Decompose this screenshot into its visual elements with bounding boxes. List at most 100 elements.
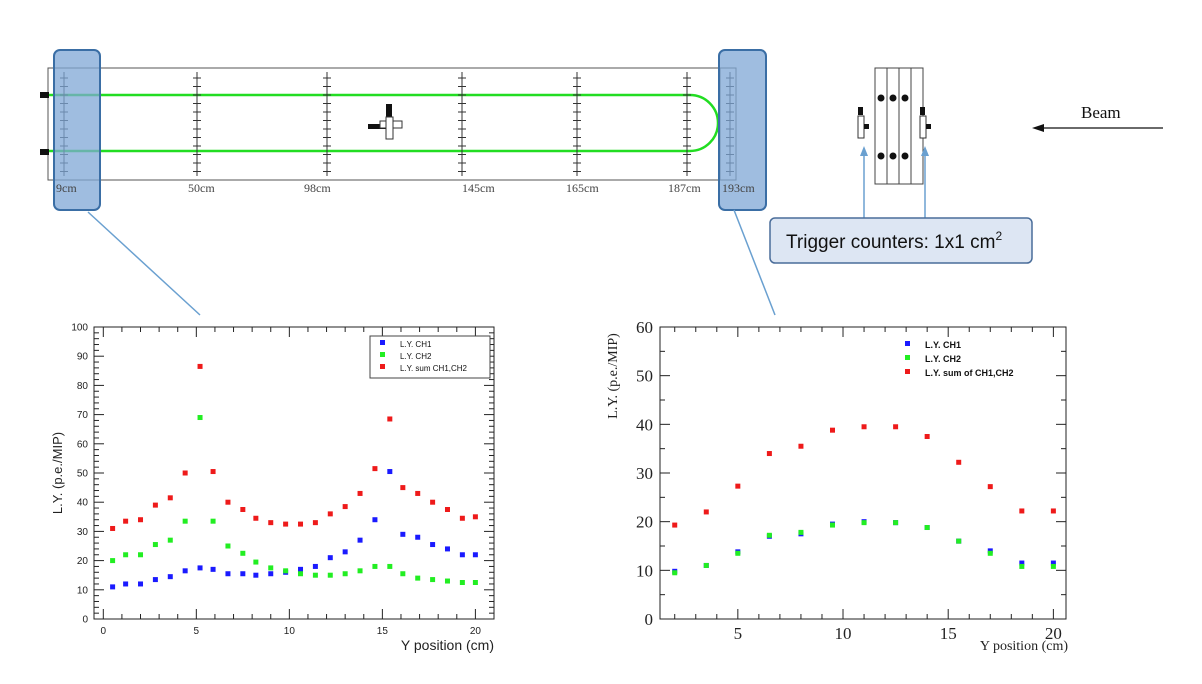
data-point [387, 563, 393, 569]
x-tick-label: 5 [734, 624, 743, 643]
legend-marker [380, 364, 385, 369]
data-point [459, 515, 465, 521]
y-tick-label: 50 [77, 469, 89, 480]
legend-label: L.Y. CH1 [400, 340, 432, 349]
data-point [924, 434, 930, 439]
y-tick-label: 20 [77, 556, 89, 567]
data-point [110, 558, 116, 564]
data-point [357, 537, 363, 543]
beam-arrow [1032, 124, 1163, 132]
y-tick-label: 60 [77, 439, 89, 450]
y-tick-label: 20 [636, 513, 653, 532]
data-point [110, 525, 116, 531]
data-point [472, 514, 478, 520]
trigger-counter-assembly [857, 67, 931, 185]
highlight-left-end [53, 49, 101, 211]
data-point [798, 529, 804, 535]
x-tick-label: 15 [377, 626, 389, 637]
y-tick-label: 100 [71, 323, 88, 334]
data-point [312, 563, 318, 569]
data-point [798, 443, 804, 449]
data-point [167, 495, 173, 501]
position-label: 9cm [56, 181, 77, 195]
data-point [152, 542, 158, 548]
y-tick-label: 10 [77, 585, 89, 596]
scan-position-ticks [683, 72, 691, 176]
y-tick-label: 70 [77, 410, 89, 421]
highlight-right-end [718, 49, 767, 211]
y-tick-label: 0 [82, 615, 88, 626]
y-axis-label-left: L.Y. (p.e./MIP) [50, 432, 65, 514]
readout-connector-bottom [40, 149, 49, 155]
data-point [472, 580, 478, 585]
data-point [829, 427, 835, 433]
position-label: 145cm [462, 181, 495, 195]
position-label: 165cm [566, 181, 599, 195]
data-point [152, 502, 158, 508]
data-point [225, 499, 231, 505]
data-point [197, 363, 203, 369]
beam-label: Beam [1081, 103, 1121, 122]
data-point [415, 490, 421, 496]
data-point [138, 581, 144, 587]
data-point [327, 555, 333, 561]
position-label: 98cm [304, 181, 331, 195]
data-point [327, 572, 333, 578]
data-point [283, 568, 289, 574]
data-point [240, 507, 246, 512]
data-point [283, 521, 289, 527]
y-tick-label: 0 [645, 610, 654, 629]
y-tick-label: 80 [77, 381, 89, 392]
data-point [415, 534, 421, 540]
data-point [372, 517, 378, 523]
scan-position-ticks [573, 72, 581, 176]
data-point [240, 571, 246, 577]
data-point [312, 572, 318, 578]
data-point [444, 546, 450, 552]
data-point [861, 424, 867, 430]
callout-line-right [733, 209, 776, 316]
scan-position-ticks [193, 72, 201, 176]
x-tick-label: 10 [835, 624, 852, 643]
data-point [312, 520, 318, 526]
data-point [327, 511, 333, 517]
data-point [152, 577, 158, 583]
data-point [459, 552, 465, 558]
data-point [735, 483, 741, 489]
trigger-callout-box [769, 217, 1033, 264]
y-tick-label: 40 [77, 498, 89, 509]
y-axis-label-right: L.Y. (p.e./MIP) [606, 333, 621, 419]
data-point [472, 552, 478, 558]
y-tick-label: 50 [636, 367, 653, 386]
data-point [387, 469, 393, 475]
axis-ticks-left: 0 10 20 30 40 50 60 70 80 90 100 0 5 10 15 20 [71, 323, 495, 637]
x-axis-label-right: Y position (cm) [980, 639, 1068, 654]
legend-marker [380, 352, 385, 357]
data-point [110, 584, 116, 590]
data-point [459, 580, 465, 585]
x-tick-label: 20 [1045, 624, 1062, 643]
data-point [415, 575, 421, 581]
data-point [766, 451, 772, 457]
data-point [703, 562, 709, 568]
y-tick-label: 60 [636, 318, 653, 337]
data-point [342, 504, 348, 510]
data-point [182, 518, 188, 524]
legend-marker [905, 369, 910, 374]
x-tick-label: 10 [284, 626, 296, 637]
data-point [400, 531, 406, 537]
legend-marker [905, 341, 910, 346]
data-points-right [672, 424, 1056, 576]
data-point [197, 565, 203, 571]
x-tick-label: 20 [470, 626, 482, 637]
data-point [766, 532, 772, 538]
data-point [444, 507, 450, 512]
legend-label: L.Y. sum CH1,CH2 [400, 364, 468, 373]
detector-diagram: 9cm 50cm 98cm 145cm 165cm 187cm 193cm [40, 49, 1163, 316]
data-point [861, 520, 867, 526]
data-point [298, 521, 304, 527]
data-point [182, 568, 188, 574]
data-point [240, 550, 246, 556]
data-point [1019, 560, 1025, 566]
